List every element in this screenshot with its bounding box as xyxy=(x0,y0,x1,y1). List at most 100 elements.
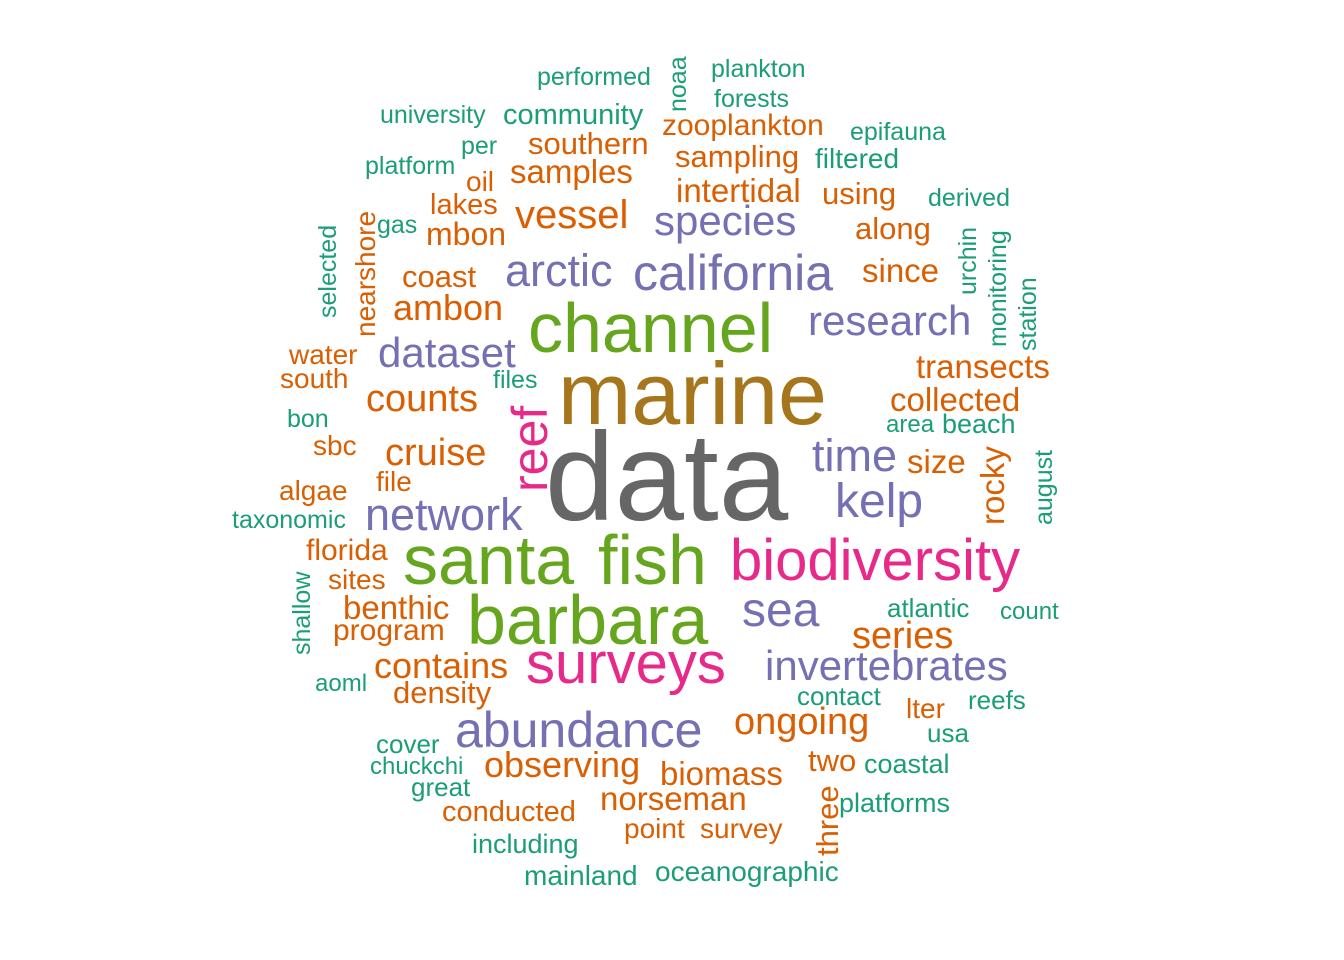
word-intertidal: intertidal xyxy=(676,172,801,209)
word-survey: survey xyxy=(700,813,783,844)
word-dataset: dataset xyxy=(378,329,516,376)
word-great: great xyxy=(411,772,471,802)
word-arctic: arctic xyxy=(505,245,613,296)
word-algae: algae xyxy=(279,475,348,506)
word-marine: marine xyxy=(558,344,827,443)
word-monitoring: monitoring xyxy=(984,230,1012,347)
word-filtered: filtered xyxy=(815,143,900,174)
word-files: files xyxy=(493,366,538,394)
word-gas: gas xyxy=(377,211,418,239)
word-sampling: sampling xyxy=(675,139,800,174)
word-contains: contains xyxy=(374,645,509,686)
word-program: program xyxy=(333,614,445,647)
word-file: file xyxy=(376,466,412,497)
word-lakes: lakes xyxy=(430,189,498,221)
word-ongoing: ongoing xyxy=(734,701,870,743)
word-biomass: biomass xyxy=(660,755,783,792)
word-platform: platform xyxy=(365,152,456,180)
word-benthic: benthic xyxy=(343,589,450,626)
word-including: including xyxy=(472,829,579,859)
word-noaa: noaa xyxy=(664,56,692,112)
word-university: university xyxy=(380,101,486,129)
word-area: area xyxy=(886,411,935,438)
word-data: data xyxy=(545,408,789,547)
word-station: station xyxy=(1014,277,1042,351)
word-density: density xyxy=(393,675,492,710)
word-zooplankton: zooplankton xyxy=(662,109,824,142)
word-sbc: sbc xyxy=(313,430,357,461)
word-vessel: vessel xyxy=(515,193,629,237)
word-observing: observing xyxy=(484,744,641,785)
word-south: south xyxy=(280,363,349,394)
word-selected: selected xyxy=(314,224,342,318)
word-mbon: mbon xyxy=(426,216,507,252)
word-southern: southern xyxy=(528,126,649,161)
word-plankton: plankton xyxy=(711,55,806,83)
word-usa: usa xyxy=(927,718,969,748)
word-oil: oil xyxy=(466,166,495,197)
word-cruise: cruise xyxy=(385,432,487,474)
word-chuckchi: chuckchi xyxy=(370,753,464,780)
word-epifauna: epifauna xyxy=(850,118,946,146)
word-along: along xyxy=(855,211,931,246)
word-kelp: kelp xyxy=(835,475,924,528)
word-sea: sea xyxy=(742,584,820,637)
word-atlantic: atlantic xyxy=(887,593,970,623)
word-barbara: barbara xyxy=(467,581,709,659)
word-reefs: reefs xyxy=(968,685,1026,715)
word-biodiversity: biodiversity xyxy=(730,528,1021,593)
word-platforms: platforms xyxy=(839,788,951,818)
word-conducted: conducted xyxy=(442,796,576,828)
word-channel: channel xyxy=(528,289,774,367)
word-samples: samples xyxy=(510,153,633,190)
word-transects: transects xyxy=(916,348,1050,385)
word-time: time xyxy=(812,430,898,481)
word-per: per xyxy=(461,132,498,160)
word-ambon: ambon xyxy=(393,287,504,328)
word-nearshore: nearshore xyxy=(350,210,381,337)
word-community: community xyxy=(503,99,644,131)
word-counts: counts xyxy=(366,378,478,420)
word-mainland: mainland xyxy=(524,860,638,891)
word-contact: contact xyxy=(797,681,881,711)
word-point: point xyxy=(624,813,685,844)
word-beach: beach xyxy=(942,409,1016,439)
word-rocky: rocky xyxy=(974,446,1011,525)
word-sites: sites xyxy=(328,564,386,595)
word-coastal: coastal xyxy=(864,749,950,779)
word-water: water xyxy=(289,339,358,370)
word-santa: santa xyxy=(403,521,575,599)
word-oceanographic: oceanographic xyxy=(655,856,839,887)
word-urchin: urchin xyxy=(954,226,982,295)
word-using: using xyxy=(822,176,897,211)
word-series: series xyxy=(852,615,954,657)
word-cover: cover xyxy=(376,729,440,759)
word-abundance: abundance xyxy=(455,702,703,758)
word-shallow: shallow xyxy=(288,571,316,655)
word-size: size xyxy=(907,443,966,480)
word-aoml: aoml xyxy=(315,670,368,697)
word-fish: fish xyxy=(598,521,707,599)
word-count: count xyxy=(1000,598,1059,625)
word-two: two xyxy=(808,743,857,778)
word-florida: florida xyxy=(306,534,388,567)
word-california: california xyxy=(633,245,834,301)
word-collected: collected xyxy=(890,381,1021,418)
word-forests: forests xyxy=(714,85,790,113)
word-research: research xyxy=(808,297,972,344)
word-surveys: surveys xyxy=(526,631,726,696)
word-performed: performed xyxy=(537,63,651,91)
word-since: since xyxy=(862,252,940,289)
word-bon: bon xyxy=(287,405,329,433)
word-lter: lter xyxy=(906,693,945,724)
word-reef: reef xyxy=(502,405,558,492)
word-species: species xyxy=(654,197,797,244)
word-invertebrates: invertebrates xyxy=(765,642,1008,689)
word-coast: coast xyxy=(402,259,477,294)
word-norseman: norseman xyxy=(600,780,747,817)
word-derived: derived xyxy=(928,184,1010,212)
word-network: network xyxy=(365,489,523,540)
word-august: august xyxy=(1030,449,1058,525)
word-taxonomic: taxonomic xyxy=(232,506,346,534)
